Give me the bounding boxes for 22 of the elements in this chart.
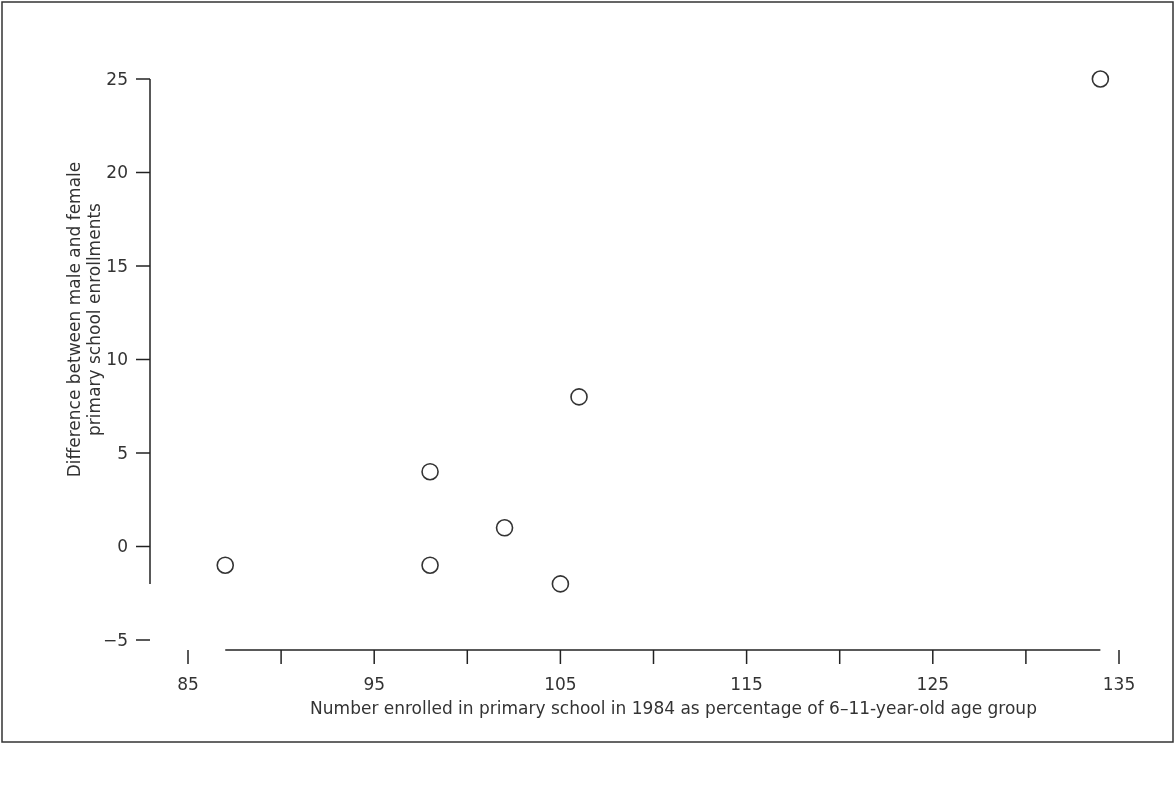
y-tick-label: 10 [106, 349, 128, 370]
x-tick-label: 135 [1102, 674, 1136, 694]
x-tick-label: 95 [363, 674, 386, 694]
x-tick-label: 105 [544, 674, 577, 694]
y-tick-label: 25 [106, 68, 128, 89]
y-tick-label: −5 [102, 629, 128, 650]
point [551, 575, 570, 593]
point [421, 462, 439, 481]
y-tick-label: 5 [117, 442, 128, 463]
y-axis-title: Difference between male and female primary school enrollments [64, 161, 105, 478]
point [1091, 70, 1110, 88]
x-tick-label: 115 [730, 674, 763, 694]
y-tick-label: 15 [106, 255, 128, 276]
point [570, 388, 588, 406]
y-tick-label: 0 [117, 536, 128, 557]
x-tick-label: 85 [177, 674, 199, 694]
y-tick-label: 20 [106, 162, 128, 183]
point [495, 519, 514, 537]
x-axis-title: Number enrolled in primary school in 1984 as percentage of 6–11-year-old age group [310, 698, 1037, 718]
x-tick-label: 125 [916, 674, 950, 694]
point [421, 556, 439, 574]
point [216, 556, 235, 574]
